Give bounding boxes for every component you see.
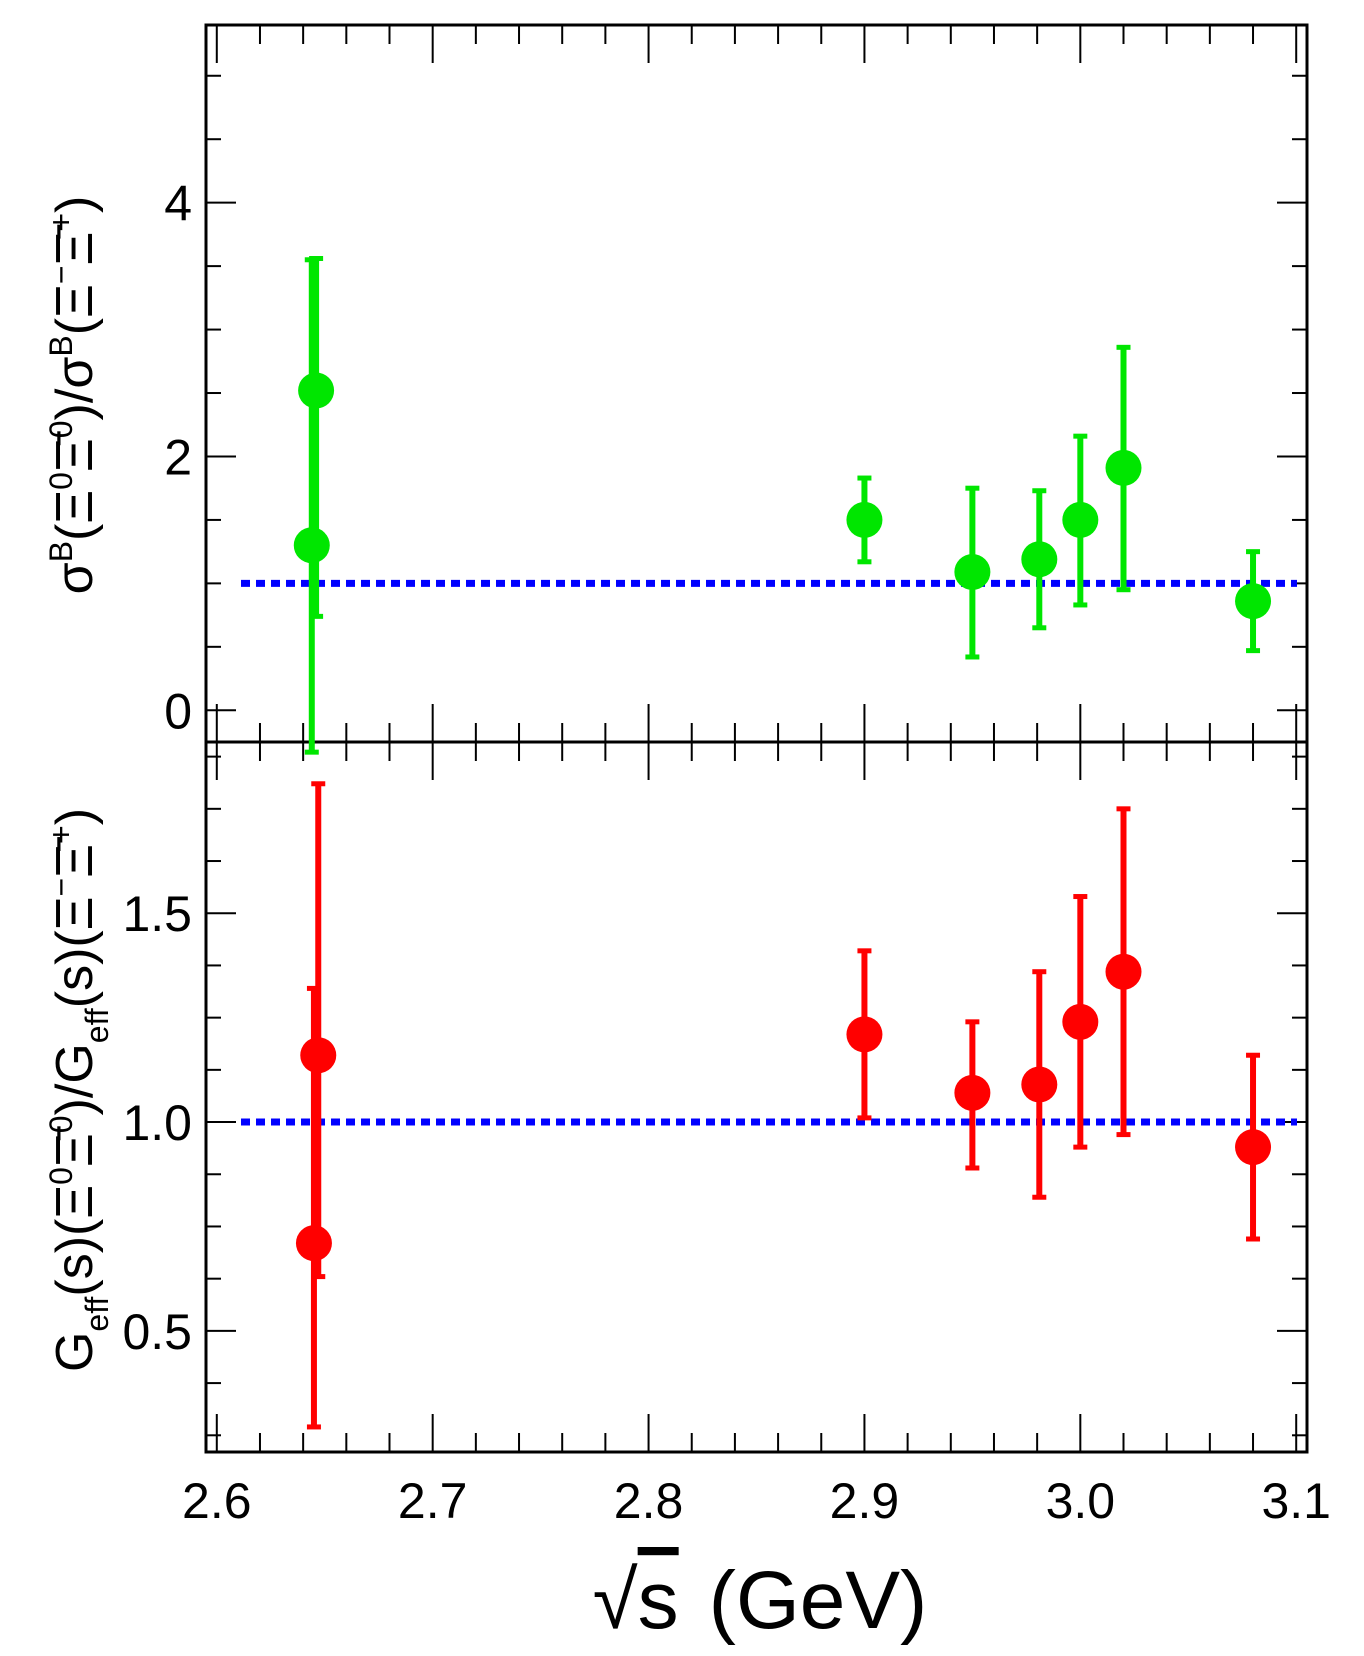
data-point bbox=[1021, 541, 1058, 578]
data-point bbox=[295, 1225, 332, 1262]
x-axis: 2.6 2.7 2.8 2.9 3.0 3.1 bbox=[182, 1473, 1331, 1529]
data-point bbox=[954, 553, 991, 590]
data-point bbox=[1062, 501, 1099, 538]
x-axis-title: √s (GeV) bbox=[593, 1555, 928, 1646]
x-tick-label: 2.9 bbox=[830, 1473, 900, 1529]
data-point bbox=[293, 527, 330, 564]
y-tick-label: 0 bbox=[164, 683, 192, 739]
data-point bbox=[1235, 583, 1272, 620]
x-tick-label: 2.7 bbox=[398, 1473, 468, 1529]
data-point bbox=[298, 372, 335, 409]
y-tick-label: 0.5 bbox=[122, 1304, 192, 1360]
x-tick-label: 2.8 bbox=[614, 1473, 684, 1529]
data-point bbox=[1062, 1003, 1099, 1040]
data-point bbox=[1105, 449, 1142, 486]
bottom-panel: 0.5 1.0 1.5 bbox=[122, 742, 1307, 1452]
bottom-plot-frame bbox=[204, 740, 1309, 1454]
y-tick-label: 1.5 bbox=[122, 886, 192, 942]
data-point bbox=[1105, 953, 1142, 990]
top-y-axis-title: σB(Ξ0Ξ̄0)/σB(Ξ−Ξ̄+) bbox=[43, 196, 104, 595]
bottom-y-axis-title: Geff(s)(Ξ0Ξ̄0)/Geff(s)(Ξ−Ξ̄+) bbox=[43, 808, 115, 1372]
data-point bbox=[846, 1016, 883, 1053]
top-plot-frame bbox=[204, 23, 1309, 744]
data-point bbox=[1021, 1066, 1058, 1103]
x-tick-label: 2.6 bbox=[182, 1473, 252, 1529]
data-point bbox=[1235, 1129, 1272, 1166]
y-tick-label: 4 bbox=[164, 176, 192, 232]
top-panel: 0 2 4 bbox=[164, 25, 1307, 755]
y-tick-label: 2 bbox=[164, 429, 192, 485]
data-point bbox=[846, 501, 883, 538]
x-tick-label: 3.0 bbox=[1046, 1473, 1116, 1529]
y-tick-label: 1.0 bbox=[122, 1095, 192, 1151]
data-point bbox=[954, 1074, 991, 1111]
x-tick-label: 3.1 bbox=[1261, 1473, 1331, 1529]
data-point bbox=[300, 1037, 337, 1074]
